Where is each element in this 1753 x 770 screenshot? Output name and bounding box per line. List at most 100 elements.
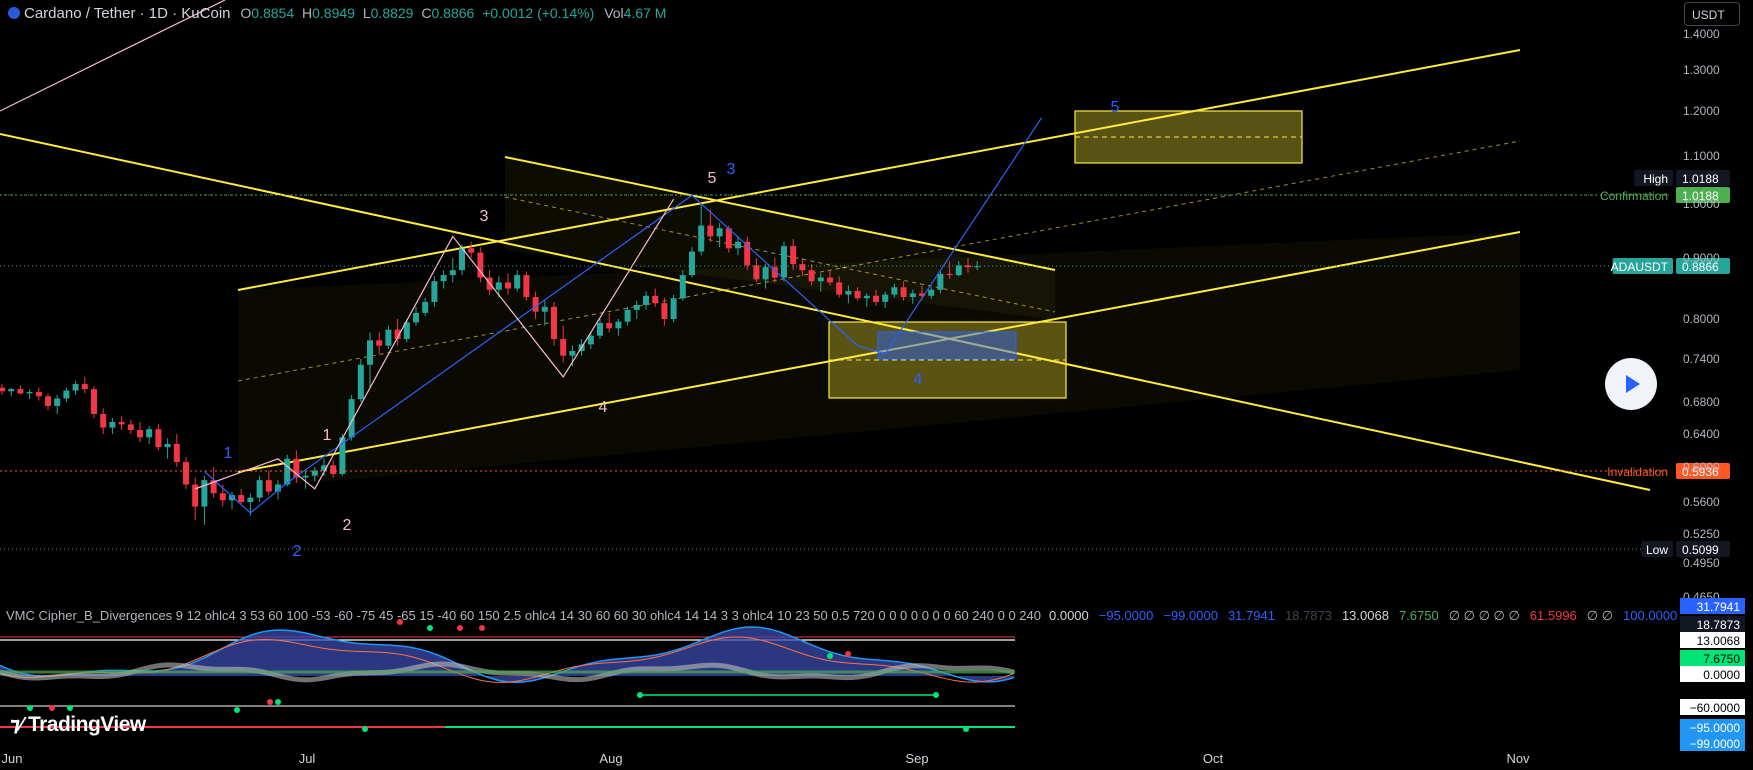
indicator-value: 31.7941	[1227, 608, 1275, 623]
candle	[229, 491, 235, 510]
ind-axis-label-bg	[1680, 650, 1745, 666]
candle-body	[845, 290, 852, 295]
candle-body	[615, 321, 622, 329]
candle	[100, 408, 107, 434]
price-tick: 1.2000	[1683, 104, 1720, 118]
price-tick: 0.4950	[1683, 556, 1720, 570]
price-tick: 0.6800	[1683, 395, 1720, 409]
candle	[459, 244, 465, 276]
level-value: 0.8866	[1682, 260, 1719, 274]
candle	[339, 434, 346, 476]
candle	[173, 434, 180, 467]
time-tick: Nov	[1506, 751, 1530, 766]
candle	[284, 454, 291, 487]
candle-body	[422, 301, 429, 313]
candle-body	[330, 465, 337, 474]
level-value-bg	[1676, 541, 1730, 557]
wave-label-pink: 1	[323, 427, 332, 444]
indicator-value: 7.6750	[1398, 608, 1439, 623]
candle	[615, 319, 622, 336]
ind-dot	[267, 699, 273, 705]
time-axis[interactable]: Jun Jul Aug Sep Oct Nov	[2, 751, 1531, 766]
candle	[827, 270, 833, 286]
candle-body	[928, 289, 935, 296]
candle	[54, 394, 61, 414]
tradingview-logo[interactable]: ⁊⁄ TradingView	[10, 712, 146, 737]
candle-body	[799, 264, 806, 271]
price-tick: 1.0000	[1683, 197, 1720, 211]
flag-upper-line	[504, 156, 1056, 271]
candle-body	[762, 267, 769, 280]
symbol-title[interactable]: Cardano / Tether · 1D · KuCoin	[24, 5, 231, 22]
candle	[183, 457, 189, 489]
time-tick: Jun	[2, 751, 23, 766]
candle	[293, 450, 300, 483]
volume-label: Vol	[604, 5, 624, 21]
price-tick: 0.7400	[1683, 352, 1720, 366]
candle	[449, 258, 456, 283]
candle-body	[118, 422, 125, 425]
indicator-value: −99.0000	[1163, 608, 1218, 623]
candle	[633, 300, 640, 319]
candle-body	[514, 275, 521, 289]
candle-body	[72, 384, 79, 391]
wave-label-blue: 1	[224, 445, 233, 462]
candle-body	[900, 287, 907, 298]
candle	[799, 258, 806, 277]
candle-body	[689, 251, 695, 276]
candle	[330, 460, 337, 478]
candle-body	[229, 495, 235, 501]
ind-axis-label-bg	[1680, 598, 1745, 614]
candle	[81, 376, 88, 394]
candle	[541, 300, 548, 326]
candle-body	[854, 290, 861, 299]
price-axis[interactable]: 1.4000 1.3000 1.2000 1.1000 1.0000 0.9000 0.80…	[1683, 27, 1720, 604]
candle-body	[275, 484, 281, 492]
ind-axis-label: −95.0000	[1690, 721, 1741, 735]
candle	[247, 493, 254, 516]
candle-body	[532, 297, 539, 312]
candle	[127, 419, 134, 434]
candle-body	[891, 287, 898, 295]
level-value: 1.0188	[1682, 189, 1719, 203]
level-value-bg	[1676, 463, 1730, 479]
horizontal-levels: High 1.0188 Confirmation 1.0188 ADAUSDT 0.886…	[0, 170, 1730, 557]
indicator-legend[interactable]: VMC Cipher_B_Divergences 9 12 ohlc4 3 53…	[6, 608, 1687, 624]
symbol-header: Cardano / Tether · 1D · KuCoin O0.8854 H…	[8, 5, 666, 22]
candle	[17, 385, 24, 395]
ind-dot	[457, 625, 463, 631]
level-value: 1.0188	[1682, 172, 1719, 186]
candle-body	[238, 495, 245, 502]
indicator-title[interactable]: VMC Cipher_B_Divergences 9 12 ohlc4 3 53…	[6, 608, 1041, 623]
pink-wave-path	[194, 198, 675, 490]
candle-body	[873, 295, 879, 302]
wave4-box	[877, 331, 1017, 360]
candle	[523, 271, 530, 301]
ind-axis-label: −60.0000	[1690, 701, 1741, 715]
candle-body	[284, 458, 291, 485]
candle	[670, 294, 677, 323]
candle-body	[219, 493, 226, 501]
currency-button[interactable]: USDT	[1684, 2, 1740, 26]
volume-value: 4.67 M	[623, 5, 667, 21]
level-value: 0.5099	[1682, 543, 1719, 557]
wave-label-blue: 2	[293, 543, 302, 560]
candle-body	[293, 458, 300, 478]
candle-body	[348, 399, 355, 438]
indicator-value: ∅ ∅	[1586, 608, 1614, 623]
indicator-axis: 31.7941 18.7873 13.0068 7.6750 0.0000 −60.000…	[1680, 598, 1745, 751]
candle-body	[440, 275, 447, 282]
candle-body	[17, 389, 24, 394]
candle-body	[394, 329, 401, 339]
ind-axis-label: 0.0000	[1703, 668, 1740, 682]
replay-play-button[interactable]	[1605, 358, 1657, 410]
candle-body	[661, 303, 668, 319]
candle-body	[817, 277, 824, 282]
candle-body	[468, 248, 475, 253]
level-name-bg	[1612, 258, 1673, 274]
indicator-values: 0.0000 −95.0000 −99.0000 31.7941 18.7873 13.0…	[1049, 608, 1687, 623]
candle	[35, 387, 42, 401]
candle	[716, 222, 723, 248]
flag-mid-line	[504, 196, 1056, 313]
